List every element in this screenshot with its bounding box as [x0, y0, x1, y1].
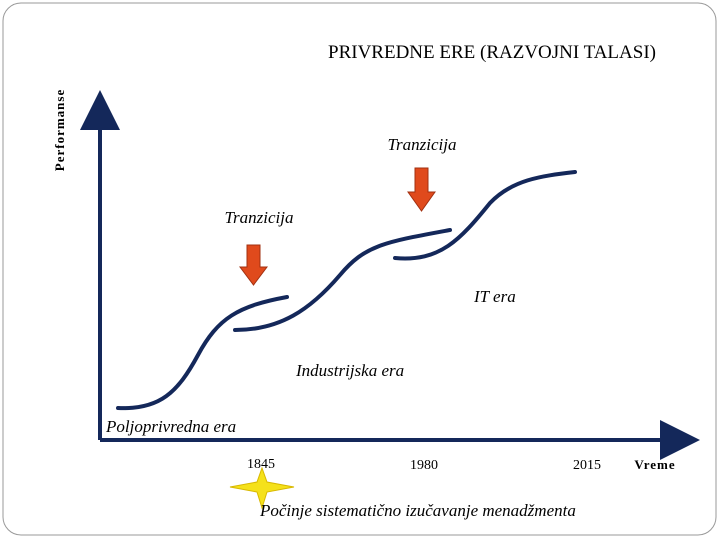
- year-marker: 1980: [410, 458, 438, 473]
- wave-curve: [116, 295, 289, 411]
- title: PRIVREDNE ERE (RAZVOJNI TALASI): [328, 42, 656, 63]
- wave-curve: [233, 228, 452, 332]
- era-label: Industrijska era: [295, 361, 404, 380]
- era-label: IT era: [473, 287, 516, 306]
- note: Počinje sistematično izučavanje menadžme…: [259, 501, 576, 520]
- transition-label: Tranzicija: [225, 208, 294, 227]
- era-label: Poljoprivredna era: [105, 417, 236, 436]
- wave-curve: [393, 170, 577, 261]
- year-marker: 1845: [247, 457, 275, 472]
- y-axis-label: Performanse: [52, 89, 67, 171]
- year-marker: 2015: [573, 458, 601, 473]
- star-icon: [229, 466, 295, 510]
- x-axis-label: Vreme: [634, 457, 675, 472]
- transition-arrow: [239, 244, 268, 286]
- transition-arrow: [407, 167, 436, 212]
- transition-label: Tranzicija: [388, 135, 457, 154]
